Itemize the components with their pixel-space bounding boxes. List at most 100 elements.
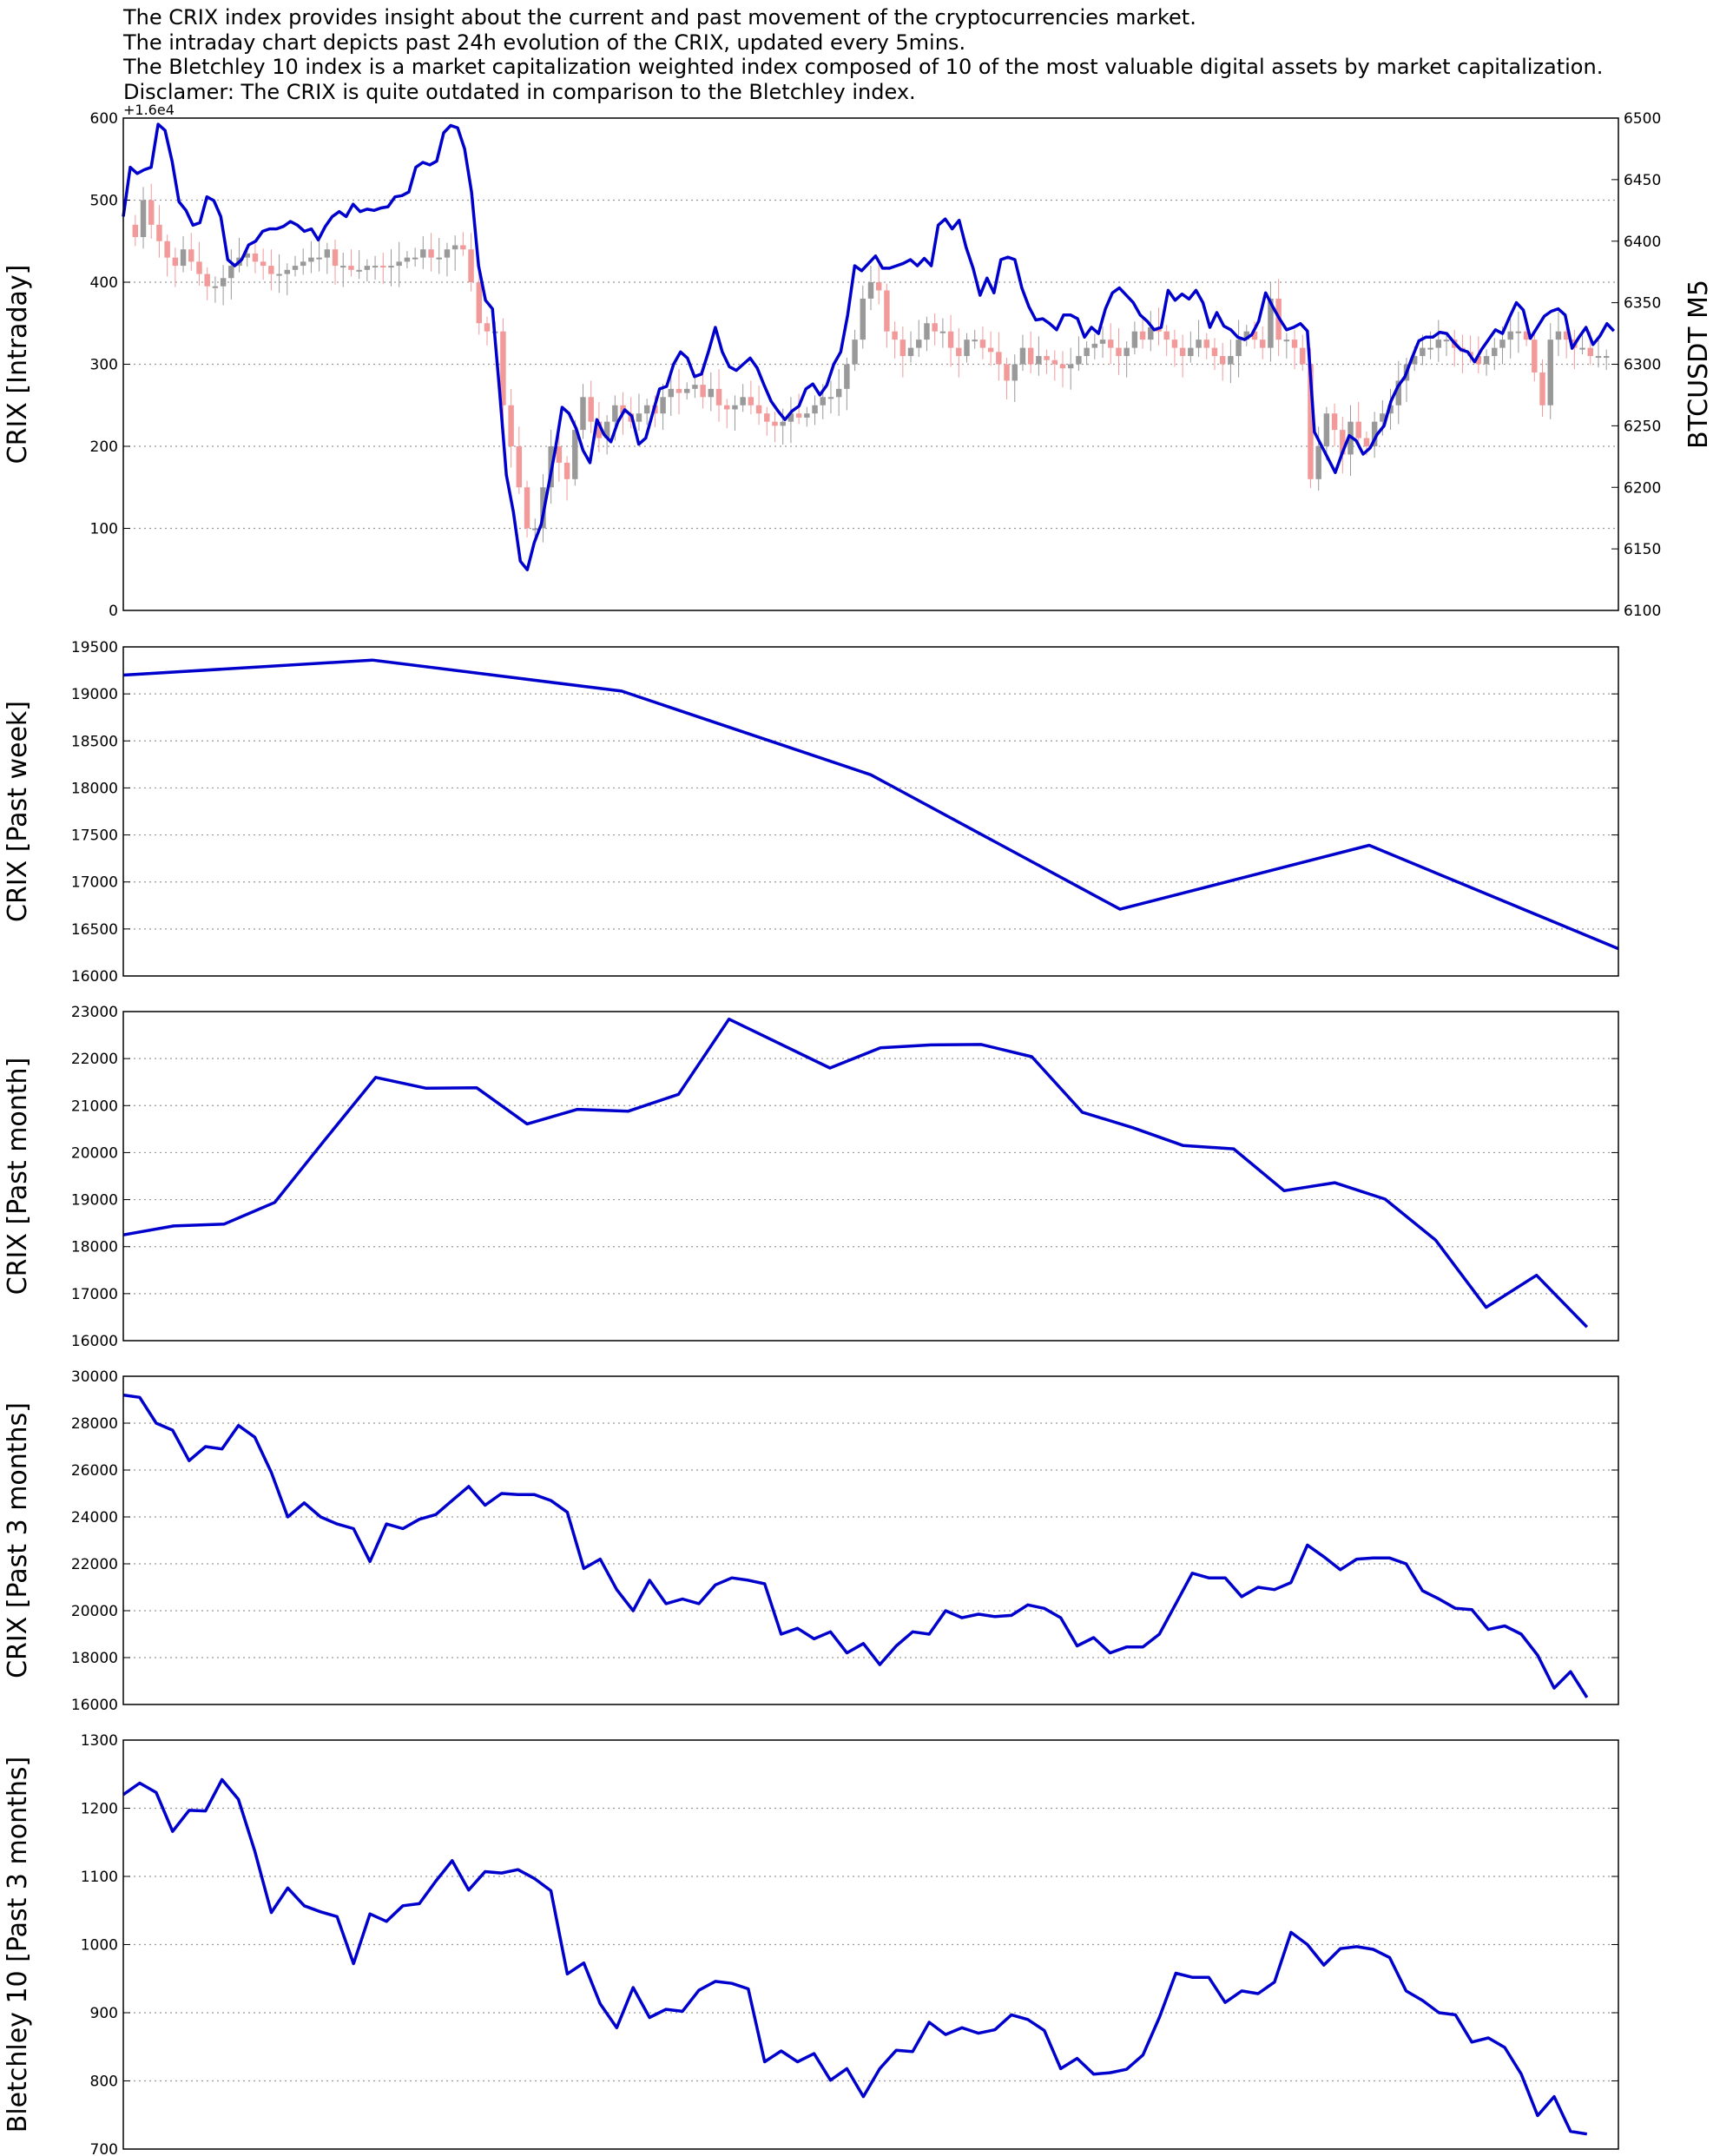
- candle: [212, 286, 219, 288]
- candle: [748, 397, 754, 405]
- candle: [939, 331, 946, 333]
- candle: [1443, 340, 1450, 342]
- candle: [708, 388, 715, 398]
- y-tick-label: 500: [90, 193, 118, 210]
- candle: [148, 200, 155, 225]
- description-header: The CRIX index provides insight about th…: [123, 5, 1712, 104]
- candle: [1108, 340, 1114, 348]
- candle: [532, 528, 538, 531]
- y-tick-label: 20000: [71, 1603, 118, 1620]
- chart-panel-bletchley: [122, 1739, 1619, 2150]
- candle: [572, 430, 578, 479]
- candle: [996, 352, 1002, 365]
- candle: [700, 385, 706, 398]
- candle: [875, 282, 882, 291]
- y-tick-label: 100: [90, 521, 118, 538]
- candle: [420, 249, 426, 258]
- candle: [508, 405, 514, 446]
- y-tick-label: 21000: [71, 1098, 118, 1115]
- y-tick-label: 24000: [71, 1509, 118, 1526]
- y-tick-label-right: 6400: [1624, 234, 1661, 251]
- candle: [1076, 356, 1082, 365]
- candle: [252, 253, 259, 262]
- candle: [563, 462, 570, 479]
- y-tick-label: 18000: [71, 1650, 118, 1667]
- candle: [204, 274, 210, 287]
- candle: [1483, 356, 1490, 365]
- candle: [468, 249, 474, 282]
- candle: [860, 298, 866, 340]
- candle: [1340, 430, 1346, 455]
- candle: [444, 249, 451, 258]
- y-tick-label: 700: [90, 2141, 118, 2156]
- description-line-3: The Bletchley 10 index is a market capit…: [123, 55, 1604, 79]
- chart-panel-past-3-months: [122, 1375, 1619, 1705]
- y-tick-label: 1200: [81, 1801, 118, 1818]
- candle: [907, 347, 914, 357]
- candle: [324, 249, 331, 258]
- y-axis-label: CRIX [Past 3 months]: [3, 1402, 33, 1678]
- candle: [1019, 347, 1026, 365]
- candle: [1579, 347, 1585, 350]
- candle: [172, 257, 179, 267]
- candle: [916, 340, 922, 348]
- candle: [1123, 347, 1130, 357]
- candle: [964, 340, 970, 357]
- y-tick-label-right: 6250: [1624, 418, 1661, 435]
- candle: [972, 340, 978, 342]
- candle: [724, 405, 730, 410]
- chart-panel-past-week: [122, 646, 1619, 977]
- candle: [1027, 347, 1034, 365]
- candle: [156, 224, 162, 241]
- candle: [1196, 340, 1202, 348]
- y-tick-label-right: 6150: [1624, 541, 1661, 558]
- y-tick-label: 22000: [71, 1556, 118, 1573]
- candle: [804, 413, 810, 418]
- y-tick-label: 17000: [71, 1286, 118, 1303]
- y-tick-label: 16000: [71, 1333, 118, 1350]
- candle: [412, 257, 418, 260]
- candle: [844, 364, 850, 389]
- candle: [780, 421, 786, 426]
- candle: [1171, 340, 1178, 348]
- candle: [732, 405, 738, 410]
- candle: [1259, 340, 1266, 348]
- candle: [196, 261, 202, 274]
- candle: [1211, 347, 1218, 357]
- series-line-btcusdt: [122, 122, 1616, 571]
- candle: [516, 446, 523, 488]
- y-tick-label: 20000: [71, 1144, 118, 1162]
- y-tick-label: 16000: [71, 968, 118, 986]
- candle: [1435, 340, 1442, 348]
- candle: [1427, 347, 1433, 350]
- candle: [683, 388, 690, 393]
- candle: [1203, 340, 1209, 348]
- candle: [884, 290, 890, 332]
- candle: [1315, 446, 1321, 479]
- candle: [188, 249, 194, 262]
- candle: [795, 413, 802, 418]
- candle: [404, 257, 411, 262]
- candle: [372, 266, 379, 268]
- candle: [1036, 356, 1042, 365]
- candle: [1243, 331, 1250, 340]
- candle: [835, 388, 842, 398]
- candle: [260, 261, 267, 267]
- candle: [316, 257, 322, 260]
- candle: [1163, 331, 1170, 340]
- candle: [956, 347, 962, 357]
- candle: [588, 397, 594, 422]
- y-tick-label: 18000: [71, 780, 118, 797]
- candle: [276, 274, 282, 276]
- candle: [1059, 364, 1066, 369]
- series-line-past-week: [122, 658, 1619, 951]
- candle: [1188, 347, 1194, 357]
- candle: [1355, 421, 1361, 438]
- y-tick-label: 23000: [71, 1004, 118, 1021]
- candle: [500, 331, 506, 405]
- candle: [755, 405, 762, 414]
- y-tick-label-right: 6350: [1624, 295, 1661, 313]
- candle: [1395, 380, 1401, 405]
- y-tick-label: 900: [90, 2005, 118, 2022]
